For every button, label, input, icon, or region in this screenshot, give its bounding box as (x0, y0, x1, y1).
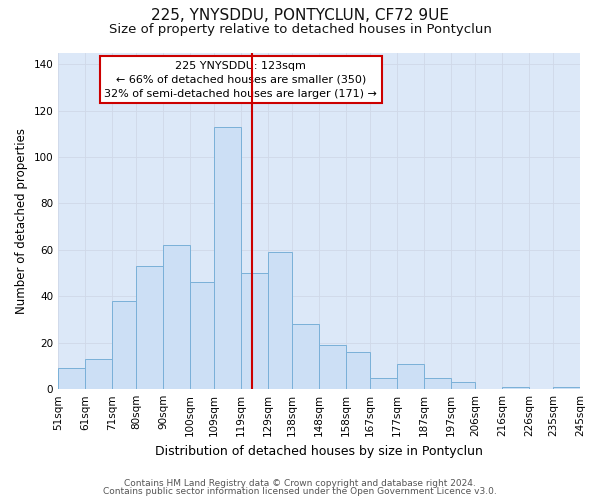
Text: Contains HM Land Registry data © Crown copyright and database right 2024.: Contains HM Land Registry data © Crown c… (124, 478, 476, 488)
Bar (370, 378, 397, 389)
Bar (319, 345, 346, 389)
Bar (268, 252, 292, 389)
Text: Contains public sector information licensed under the Open Government Licence v3: Contains public sector information licen… (103, 487, 497, 496)
Bar (163, 245, 190, 389)
Bar (241, 273, 268, 389)
Bar (292, 324, 319, 389)
Bar (85, 359, 112, 389)
X-axis label: Distribution of detached houses by size in Pontyclun: Distribution of detached houses by size … (155, 444, 483, 458)
Y-axis label: Number of detached properties: Number of detached properties (15, 128, 28, 314)
Bar (346, 352, 370, 389)
Text: 225, YNYSDDU, PONTYCLUN, CF72 9UE: 225, YNYSDDU, PONTYCLUN, CF72 9UE (151, 8, 449, 22)
Bar (502, 387, 529, 389)
Bar (553, 387, 580, 389)
Text: Size of property relative to detached houses in Pontyclun: Size of property relative to detached ho… (109, 22, 491, 36)
Bar (58, 368, 85, 389)
Bar (397, 364, 424, 389)
Bar (451, 382, 475, 389)
Bar (112, 301, 136, 389)
Text: 225 YNYSDDU: 123sqm
← 66% of detached houses are smaller (350)
32% of semi-detac: 225 YNYSDDU: 123sqm ← 66% of detached ho… (104, 61, 377, 99)
Bar (136, 266, 163, 389)
Bar (214, 127, 241, 389)
Bar (190, 282, 214, 389)
Bar (424, 378, 451, 389)
